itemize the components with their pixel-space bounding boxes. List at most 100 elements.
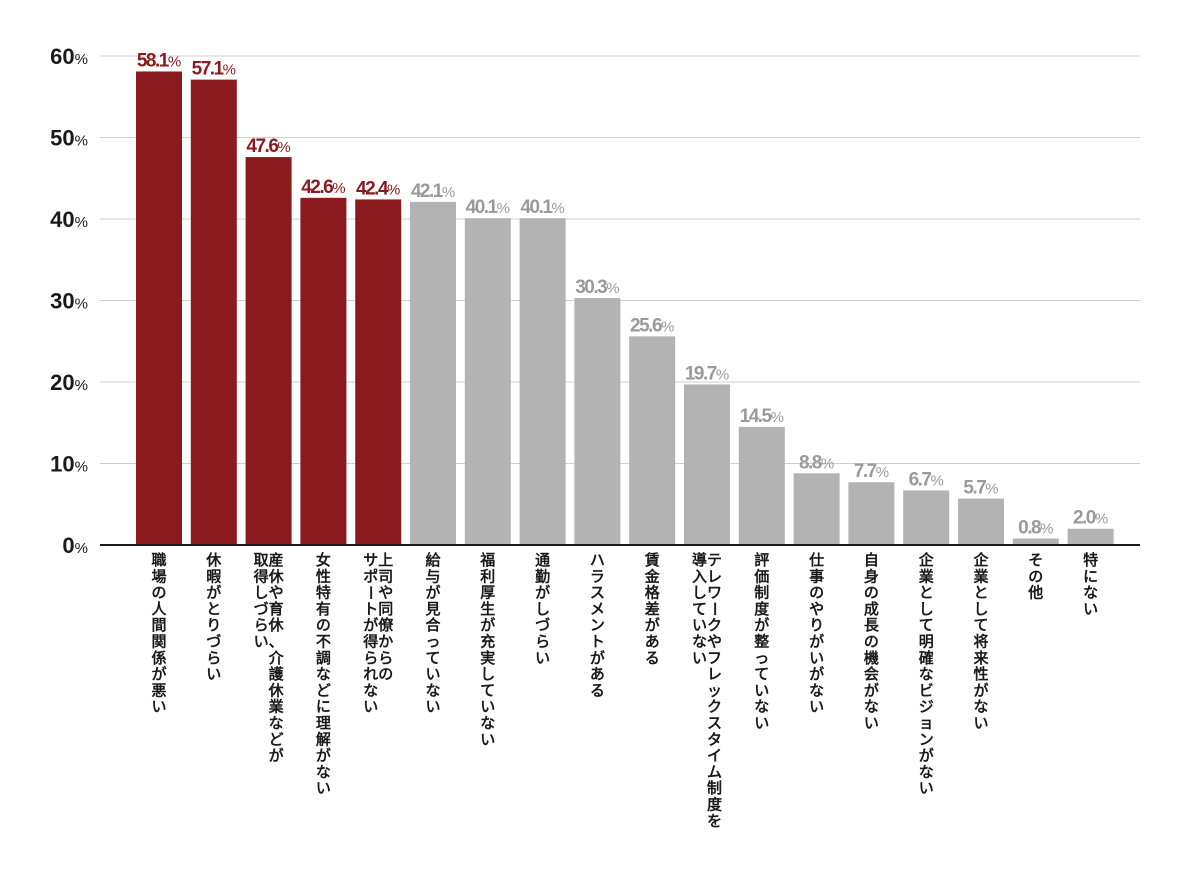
svg-text:な: な bbox=[363, 682, 378, 699]
svg-text:の: の bbox=[151, 585, 166, 602]
svg-text:業: 業 bbox=[918, 567, 935, 585]
svg-text:な: な bbox=[692, 634, 707, 651]
svg-text:場: 場 bbox=[151, 568, 166, 585]
svg-text:な: な bbox=[809, 682, 824, 699]
svg-text:て: て bbox=[973, 617, 988, 634]
svg-text:テ: テ bbox=[707, 552, 722, 569]
svg-text:得: 得 bbox=[362, 633, 378, 651]
svg-text:な: な bbox=[480, 715, 495, 732]
svg-text:ど: ど bbox=[316, 682, 331, 699]
svg-text:ら: ら bbox=[254, 617, 269, 634]
svg-text:い: い bbox=[151, 699, 166, 716]
bar bbox=[903, 490, 950, 545]
bar bbox=[1067, 528, 1114, 545]
svg-text:仕: 仕 bbox=[808, 551, 824, 569]
svg-text:が: が bbox=[535, 584, 551, 602]
svg-text:あ: あ bbox=[590, 666, 605, 683]
svg-text:の: の bbox=[378, 666, 393, 683]
svg-text:の: の bbox=[864, 634, 879, 651]
svg-text:が: が bbox=[151, 665, 167, 683]
svg-text:が: が bbox=[973, 681, 989, 699]
data-label: 40.1% bbox=[466, 197, 510, 218]
svg-text:休: 休 bbox=[268, 567, 285, 585]
svg-text:の: の bbox=[1028, 568, 1043, 585]
svg-text:を: を bbox=[707, 813, 722, 830]
svg-text:度: 度 bbox=[707, 796, 723, 814]
svg-text:り: り bbox=[206, 617, 221, 634]
svg-text:ど: ど bbox=[269, 731, 284, 748]
svg-text:が: が bbox=[425, 584, 441, 602]
data-label: 58.1% bbox=[137, 50, 181, 71]
y-tick-label: 40% bbox=[50, 207, 88, 232]
y-axis-ticks: 0% 10% 20% 30% 40% 50% 60% bbox=[50, 44, 88, 558]
bar bbox=[958, 498, 1004, 545]
svg-text:て: て bbox=[480, 682, 495, 699]
svg-text:い: い bbox=[754, 682, 769, 699]
svg-text:事: 事 bbox=[809, 567, 824, 585]
data-label: 0.8% bbox=[1018, 517, 1053, 538]
svg-text:い: い bbox=[809, 650, 824, 667]
svg-text:賃: 賃 bbox=[644, 551, 660, 569]
svg-text:生: 生 bbox=[480, 600, 495, 618]
svg-text:な: な bbox=[919, 666, 934, 683]
svg-text:機: 機 bbox=[864, 649, 879, 667]
svg-text:な: な bbox=[864, 699, 879, 716]
svg-text:し: し bbox=[254, 585, 269, 602]
svg-text:メ: メ bbox=[590, 601, 605, 618]
svg-text:評: 評 bbox=[754, 551, 769, 569]
y-tick-label: 0% bbox=[62, 533, 88, 558]
data-label: 40.1% bbox=[520, 197, 564, 218]
svg-text:サ: サ bbox=[363, 552, 378, 569]
svg-text:な: な bbox=[973, 699, 988, 716]
data-label: 7.7% bbox=[854, 461, 889, 482]
svg-text:て: て bbox=[919, 617, 934, 634]
bar bbox=[464, 218, 511, 545]
svg-text:い: い bbox=[692, 650, 707, 667]
svg-text:い: い bbox=[480, 731, 495, 748]
svg-text:特: 特 bbox=[1083, 551, 1098, 569]
svg-text:し: し bbox=[480, 666, 495, 683]
svg-text:有: 有 bbox=[316, 600, 331, 618]
svg-text:に: に bbox=[316, 699, 331, 716]
svg-text:い: い bbox=[425, 699, 440, 716]
data-label: 6.7% bbox=[909, 469, 944, 490]
value-labels: 58.1% 57.1% 47.6% 42.6% 42.4% 42.1% 40.1% 40.1%… bbox=[137, 50, 1108, 538]
svg-text:女: 女 bbox=[316, 551, 331, 569]
svg-text:あ: あ bbox=[645, 634, 660, 651]
svg-text:い: い bbox=[919, 780, 934, 797]
svg-text:フ: フ bbox=[707, 650, 722, 667]
svg-text:し: し bbox=[919, 601, 934, 618]
svg-text:が: が bbox=[645, 616, 661, 634]
svg-text:通: 通 bbox=[535, 552, 550, 569]
svg-text:っ: っ bbox=[425, 634, 440, 651]
svg-text:ト: ト bbox=[590, 634, 605, 651]
svg-text:ト: ト bbox=[363, 601, 378, 618]
svg-text:や: や bbox=[809, 601, 824, 618]
svg-text:充: 充 bbox=[480, 633, 495, 651]
svg-text:の: の bbox=[864, 585, 879, 602]
svg-text:職: 職 bbox=[151, 551, 166, 569]
y-tick-label: 30% bbox=[50, 289, 88, 314]
svg-text:見: 見 bbox=[424, 601, 440, 618]
svg-text:休: 休 bbox=[268, 616, 285, 634]
svg-text:い: い bbox=[480, 699, 495, 716]
svg-text:と: と bbox=[206, 601, 221, 618]
svg-text:特: 特 bbox=[316, 584, 331, 602]
svg-text:な: な bbox=[754, 699, 769, 716]
svg-text:が: が bbox=[206, 584, 222, 602]
svg-text:僚: 僚 bbox=[377, 616, 394, 634]
svg-text:上: 上 bbox=[378, 552, 393, 569]
y-tick-label: 60% bbox=[50, 44, 88, 69]
svg-text:て: て bbox=[754, 666, 769, 683]
svg-text:い: い bbox=[1083, 601, 1098, 618]
svg-text:づ: づ bbox=[254, 601, 269, 618]
